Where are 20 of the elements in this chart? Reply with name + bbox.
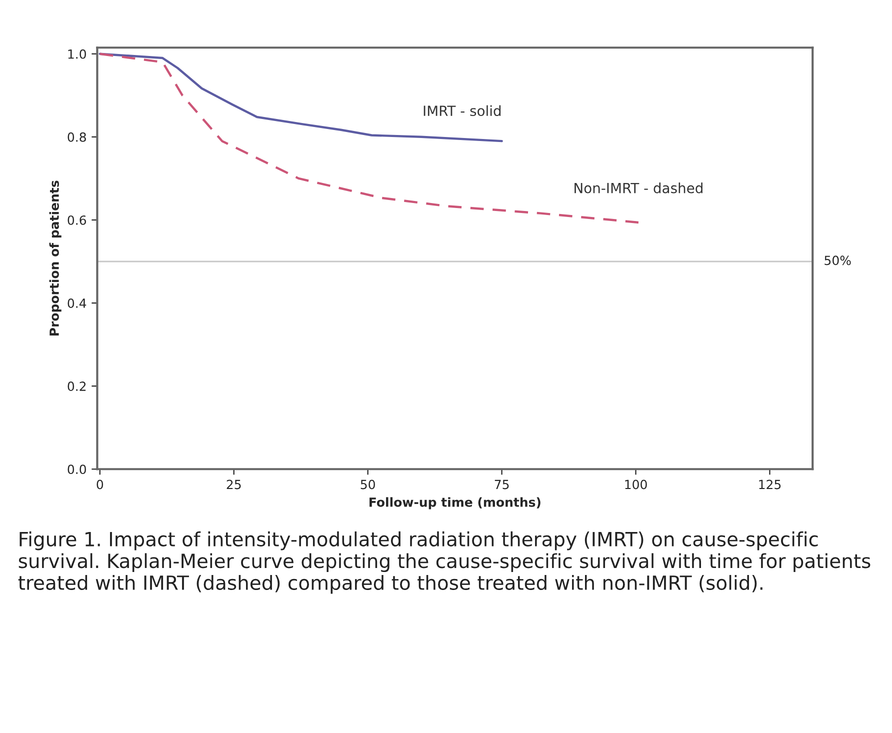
y-tick-label: 0.8 xyxy=(68,132,86,142)
line-series xyxy=(98,52,640,224)
y-tick-label: 0.6 xyxy=(68,215,86,225)
caption: Figure 1. Impact of intensity-modulated radiation therapy (IMRT) on cause-specific survival. Kaplan-Meier curve depicting the cause-specific survival with time for patients treated with IMRT (dashed) compared to those treated with non-IMRT (solid). xyxy=(18,531,870,594)
series-label: IMRT - solid xyxy=(424,105,501,116)
x-axis-title: Follow-up time (months) xyxy=(370,497,540,510)
x-tick-label: 50 xyxy=(360,480,375,490)
ref-line-label: 50% xyxy=(824,256,851,266)
x-tick-label: 0 xyxy=(96,480,104,490)
y-axis-title: Proportion of patients xyxy=(49,180,62,336)
y-tick-label: 0.2 xyxy=(68,382,86,391)
x-tick-label: 125 xyxy=(759,480,781,490)
line-series xyxy=(98,52,503,142)
series-label: Non-IMRT - dashed xyxy=(574,182,702,194)
y-tick-label: 1.0 xyxy=(68,49,86,59)
x-tick-label: 100 xyxy=(625,480,647,490)
x-tick-label: 25 xyxy=(226,480,241,490)
x-tick-label: 75 xyxy=(494,480,509,490)
y-tick-label: 0.4 xyxy=(68,298,86,308)
y-tick-label: 0.0 xyxy=(68,464,86,474)
